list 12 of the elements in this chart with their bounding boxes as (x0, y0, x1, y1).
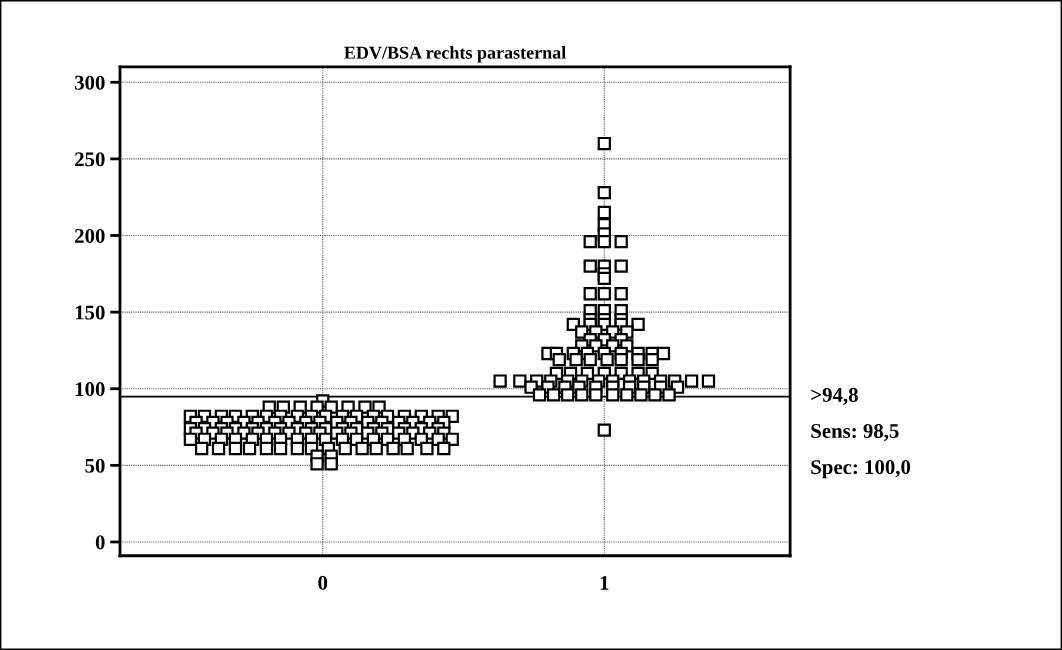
text: Spec: 100,0 (811, 460, 911, 479)
y-tick-label: 100 (75, 382, 105, 397)
y-tick-label: 200 (75, 228, 105, 243)
chart-title: EDV/BSA rechts parasternal (344, 46, 566, 63)
y-tick-label: 0 (95, 535, 105, 550)
text: Sens: 98,5 (811, 423, 899, 442)
y-tick-label: 50 (85, 458, 105, 473)
y-tick-label: 300 (74, 75, 105, 90)
x-tick-label: 1 (600, 575, 609, 590)
y-tick-label: 250 (75, 152, 105, 167)
y-tick-label: 150 (75, 305, 105, 320)
ref-line-label: >94,8 (811, 387, 858, 405)
